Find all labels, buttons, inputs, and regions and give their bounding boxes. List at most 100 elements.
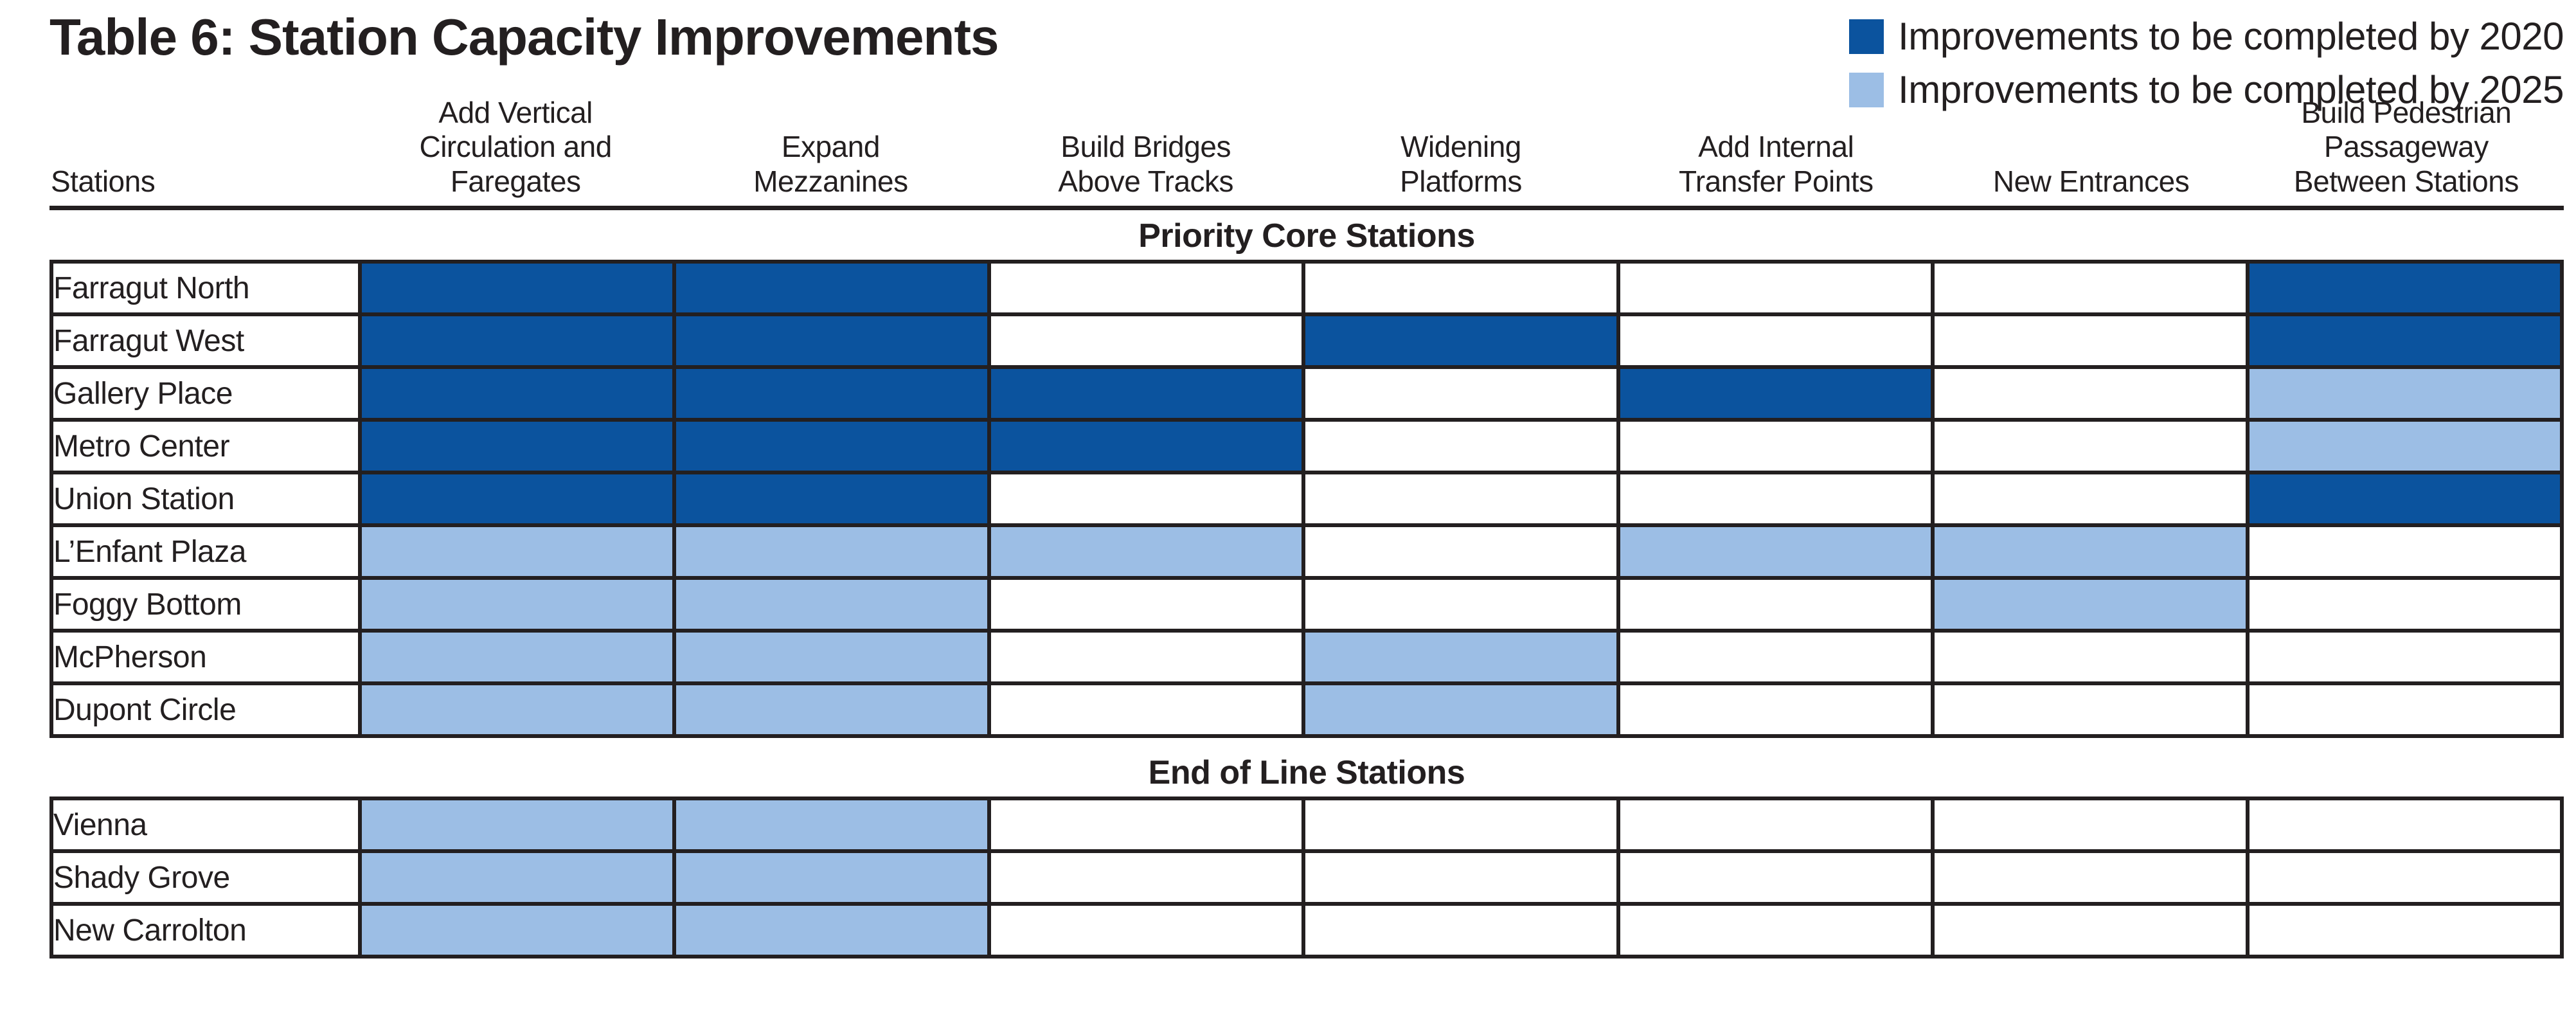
table-row: McPherson bbox=[49, 629, 2564, 686]
matrix-cell bbox=[672, 523, 991, 580]
matrix-cell bbox=[1301, 312, 1620, 370]
table-row: Dupont Circle bbox=[49, 681, 2564, 739]
matrix-cell bbox=[357, 418, 677, 475]
station-name: McPherson bbox=[49, 629, 362, 686]
station-name: Vienna bbox=[49, 797, 362, 854]
matrix-cell bbox=[1931, 418, 2250, 475]
matrix-cell bbox=[1931, 849, 2250, 906]
matrix-cell bbox=[357, 260, 677, 317]
matrix-cell bbox=[987, 681, 1306, 739]
matrix-cell bbox=[672, 576, 991, 633]
matrix-cell bbox=[1931, 797, 2250, 854]
station-name: Farragut North bbox=[49, 260, 362, 317]
matrix-cell bbox=[1931, 523, 2250, 580]
matrix-cell bbox=[672, 312, 991, 370]
legend-label-2025: Improvements to be completed by 2025 bbox=[1898, 68, 2564, 111]
matrix-cell bbox=[1616, 418, 1935, 475]
matrix-cell bbox=[1616, 902, 1935, 959]
matrix-cell bbox=[672, 418, 991, 475]
matrix-cell bbox=[987, 260, 1306, 317]
matrix-cell bbox=[2245, 681, 2564, 739]
matrix-cell bbox=[987, 365, 1306, 422]
matrix-cell bbox=[1931, 902, 2250, 959]
matrix-cell bbox=[1301, 471, 1620, 528]
column-header-expand-mezzanines: Expand Mezzanines bbox=[753, 130, 908, 199]
table-row: Farragut West bbox=[49, 312, 2564, 370]
matrix-cell bbox=[2245, 471, 2564, 528]
matrix-cell bbox=[672, 471, 991, 528]
matrix-cell bbox=[357, 312, 677, 370]
legend-swatch-2025-icon bbox=[1849, 72, 1884, 107]
matrix-cell bbox=[1931, 576, 2250, 633]
matrix-cell bbox=[672, 681, 991, 739]
table-row: L’Enfant Plaza bbox=[49, 523, 2564, 580]
matrix-cell bbox=[1301, 629, 1620, 686]
station-name: Dupont Circle bbox=[49, 681, 362, 739]
column-header-internal-transfer-points: Add Internal Transfer Points bbox=[1678, 130, 1874, 199]
matrix-cell bbox=[987, 312, 1306, 370]
matrix-cell bbox=[1301, 797, 1620, 854]
station-name: Metro Center bbox=[49, 418, 362, 475]
matrix-cell bbox=[1931, 471, 2250, 528]
matrix-cell bbox=[987, 576, 1306, 633]
matrix-cell bbox=[1616, 681, 1935, 739]
matrix-cell bbox=[357, 849, 677, 906]
table-row: Vienna bbox=[49, 797, 2564, 854]
content: Table 6: Station Capacity Improvements I… bbox=[49, 9, 2564, 959]
matrix-cell bbox=[672, 629, 991, 686]
legend: Improvements to be completed by 2020 Imp… bbox=[1849, 14, 2564, 112]
table-row: New Carrolton bbox=[49, 902, 2564, 959]
matrix-cell bbox=[1931, 629, 2250, 686]
matrix-cell bbox=[357, 902, 677, 959]
matrix-cell bbox=[1616, 629, 1935, 686]
matrix-cell bbox=[1616, 260, 1935, 317]
matrix-cell bbox=[357, 797, 677, 854]
matrix-cell bbox=[987, 629, 1306, 686]
table-row: Union Station bbox=[49, 471, 2564, 528]
matrix-cell bbox=[1616, 576, 1935, 633]
section-heading-priority-core: Priority Core Stations bbox=[1138, 217, 1475, 255]
matrix-cell bbox=[2245, 312, 2564, 370]
legend-item-2020: Improvements to be completed by 2020 bbox=[1849, 14, 2564, 59]
matrix-cell bbox=[1931, 312, 2250, 370]
matrix-cell bbox=[1931, 260, 2250, 317]
table-title: Table 6: Station Capacity Improvements bbox=[49, 8, 999, 66]
matrix-cell bbox=[357, 523, 677, 580]
matrix-cell bbox=[987, 471, 1306, 528]
matrix-cell bbox=[1301, 902, 1620, 959]
matrix-cell bbox=[357, 629, 677, 686]
station-name: Farragut West bbox=[49, 312, 362, 370]
priority-core-table: Farragut North Farragut West bbox=[49, 260, 2564, 739]
matrix-cell bbox=[1931, 365, 2250, 422]
matrix-cell bbox=[2245, 797, 2564, 854]
station-name: Foggy Bottom bbox=[49, 576, 362, 633]
matrix-cell bbox=[1301, 849, 1620, 906]
matrix-cell bbox=[1301, 523, 1620, 580]
matrix-cell bbox=[1301, 365, 1620, 422]
table-row: Metro Center bbox=[49, 418, 2564, 475]
matrix-cell bbox=[672, 260, 991, 317]
matrix-cell bbox=[1616, 523, 1935, 580]
station-name: L’Enfant Plaza bbox=[49, 523, 362, 580]
matrix-cell bbox=[987, 418, 1306, 475]
matrix-cell bbox=[987, 523, 1306, 580]
legend-item-2025: Improvements to be completed by 2025 bbox=[1849, 68, 2564, 112]
matrix-cell bbox=[2245, 418, 2564, 475]
matrix-cell bbox=[2245, 629, 2564, 686]
station-name: Shady Grove bbox=[49, 849, 362, 906]
matrix-cell bbox=[1301, 681, 1620, 739]
end-of-line-table: Vienna Shady Grove bbox=[49, 797, 2564, 959]
matrix-cell bbox=[1616, 797, 1935, 854]
station-name: New Carrolton bbox=[49, 902, 362, 959]
column-header-bridges-above-tracks: Build Bridges Above Tracks bbox=[1058, 130, 1234, 199]
matrix-cell bbox=[987, 797, 1306, 854]
matrix-cell bbox=[1616, 849, 1935, 906]
matrix-cell bbox=[2245, 902, 2564, 959]
matrix-cell bbox=[357, 681, 677, 739]
matrix-cell bbox=[357, 576, 677, 633]
matrix-cell bbox=[1931, 681, 2250, 739]
station-name: Gallery Place bbox=[49, 365, 362, 422]
column-headers: Stations Add Vertical Circulation and Fa… bbox=[49, 66, 2564, 206]
matrix-cell bbox=[2245, 523, 2564, 580]
